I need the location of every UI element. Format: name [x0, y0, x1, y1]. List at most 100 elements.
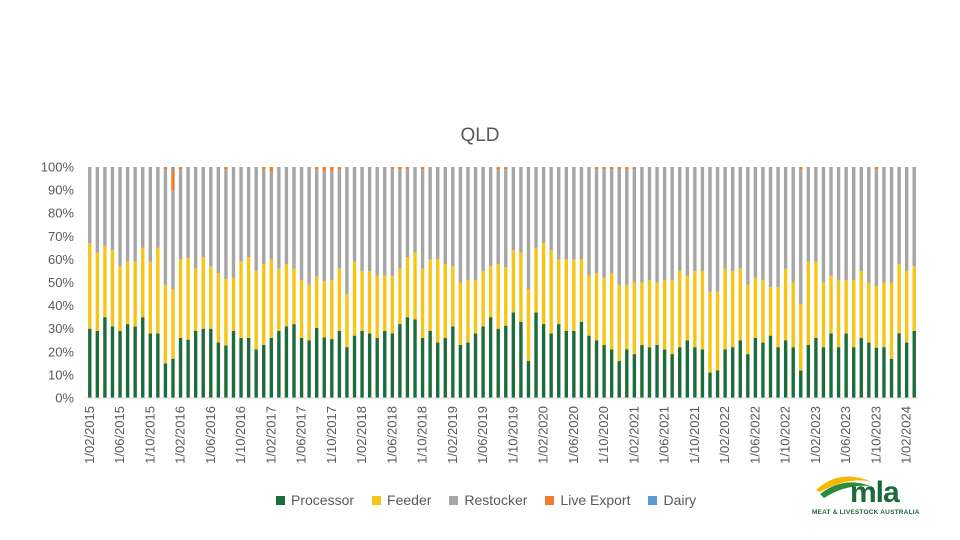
bar-segment-processor [337, 331, 342, 398]
bar-segment-processor [443, 337, 447, 398]
bar-segment-restocker [685, 167, 690, 276]
legend-label-processor: Processor [291, 492, 355, 508]
bar-segment-processor [383, 331, 387, 398]
bar-segment-feeder [867, 282, 871, 343]
bar-segment-feeder [473, 280, 478, 334]
x-tick-label: 1/10/2017 [324, 406, 339, 464]
bar-segment-feeder [670, 280, 674, 355]
bar-segment-processor [761, 342, 765, 398]
bar-segment-restocker [799, 169, 803, 305]
bar-segment-live-export [262, 167, 266, 170]
bar-segment-processor [685, 340, 690, 398]
legend-label-restocker: Restocker [464, 492, 528, 508]
bar-segment-restocker [549, 167, 553, 251]
bar-segment-processor [231, 331, 236, 398]
bar-segment-feeder [662, 280, 667, 350]
bar-segment-processor [458, 344, 463, 398]
bar-segment-processor [496, 328, 500, 398]
bar-segment-restocker [383, 167, 387, 276]
bar-segment-feeder [625, 284, 629, 350]
bar-segment-feeder [829, 275, 833, 334]
bar-segment-live-export [178, 167, 183, 170]
bar-segment-processor [852, 347, 856, 398]
bar-segment-restocker [436, 167, 440, 260]
bar-segment-restocker [420, 169, 425, 269]
bar-segment-restocker [730, 167, 735, 271]
bar-segment-restocker [791, 167, 795, 283]
x-tick-label: 1/10/2016 [233, 406, 248, 464]
bar-segment-feeder [428, 259, 432, 332]
bar-segment-processor [662, 349, 667, 398]
bars [88, 167, 916, 398]
bar-segment-live-export [609, 167, 614, 170]
bar-segment-restocker [670, 167, 674, 281]
mla-logo-icon [816, 476, 872, 498]
legend-label-live-export: Live Export [560, 492, 631, 508]
bar-segment-processor [897, 333, 901, 398]
x-tick-label: 1/02/2018 [354, 406, 369, 464]
x-tick-label: 1/10/2022 [778, 406, 793, 464]
bar-segment-restocker [647, 167, 652, 281]
bar-segment-live-export [405, 167, 410, 170]
x-tick-label: 1/02/2017 [263, 406, 278, 464]
legend-swatch-feeder [372, 495, 382, 505]
bar-segment-restocker [269, 171, 274, 260]
bar-segment-processor [262, 344, 266, 398]
bar-segment-processor [299, 337, 304, 398]
bar-segment-processor [768, 335, 773, 398]
bar-segment-processor [738, 340, 742, 398]
bar-segment-feeder [806, 261, 811, 345]
bar-segment-processor [420, 337, 425, 398]
bar-segment-processor [609, 349, 614, 398]
bar-segment-processor [655, 344, 659, 398]
bar-segment-restocker [526, 167, 531, 290]
bar-segment-restocker [141, 167, 145, 248]
bar-segment-feeder [534, 247, 538, 313]
bar-segment-feeder [110, 250, 115, 327]
x-tick-label: 1/06/2018 [384, 406, 399, 464]
bar-segment-processor [640, 344, 644, 398]
bar-segment-processor [708, 372, 712, 398]
bar-segment-restocker [761, 167, 765, 281]
bar-segment-processor [579, 321, 584, 398]
y-tick-label: 90% [48, 183, 74, 198]
bar-segment-processor [398, 324, 402, 398]
bar-segment-feeder [511, 250, 516, 313]
bar-segment-restocker [572, 167, 576, 260]
bar-segment-restocker [609, 169, 614, 274]
bar-segment-processor [277, 331, 281, 398]
x-tick-label: 1/06/2023 [838, 406, 853, 464]
bar-segment-live-export [398, 167, 402, 170]
bar-segment-live-export [337, 167, 342, 170]
bar-segment-feeder [587, 275, 591, 336]
legend-swatch-processor [276, 495, 285, 505]
bar-segment-restocker [844, 167, 848, 281]
bar-segment-feeder [897, 264, 901, 334]
bar-segment-feeder [904, 270, 909, 343]
bar-segment-processor [511, 312, 516, 398]
bar-segment-feeder [791, 282, 795, 348]
bar-segment-restocker [239, 167, 243, 262]
bar-segment-restocker [655, 167, 659, 283]
bar-segment-feeder [239, 261, 243, 338]
bar-segment-feeder [746, 284, 750, 355]
bar-segment-live-export [224, 167, 228, 170]
bar-segment-restocker [390, 169, 395, 276]
bar-segment-feeder [141, 247, 145, 318]
bar-segment-feeder [103, 245, 107, 318]
legend-swatch-restocker [449, 495, 459, 505]
bar-segment-feeder [632, 282, 637, 355]
x-tick-label: 1/02/2019 [445, 406, 460, 464]
x-tick-label: 1/06/2021 [657, 406, 672, 464]
bar-segment-processor [678, 347, 682, 398]
bar-segment-processor [783, 340, 788, 398]
bar-segment-restocker [852, 167, 856, 281]
bar-segment-restocker [700, 167, 705, 271]
bar-segment-restocker [473, 167, 478, 281]
bar-segment-processor [345, 347, 349, 398]
bar-segment-restocker [405, 169, 410, 258]
bar-segment-processor [504, 325, 508, 398]
bar-segment-processor [367, 333, 372, 398]
bar-segment-restocker [557, 167, 561, 260]
bar-segment-processor [110, 326, 115, 398]
